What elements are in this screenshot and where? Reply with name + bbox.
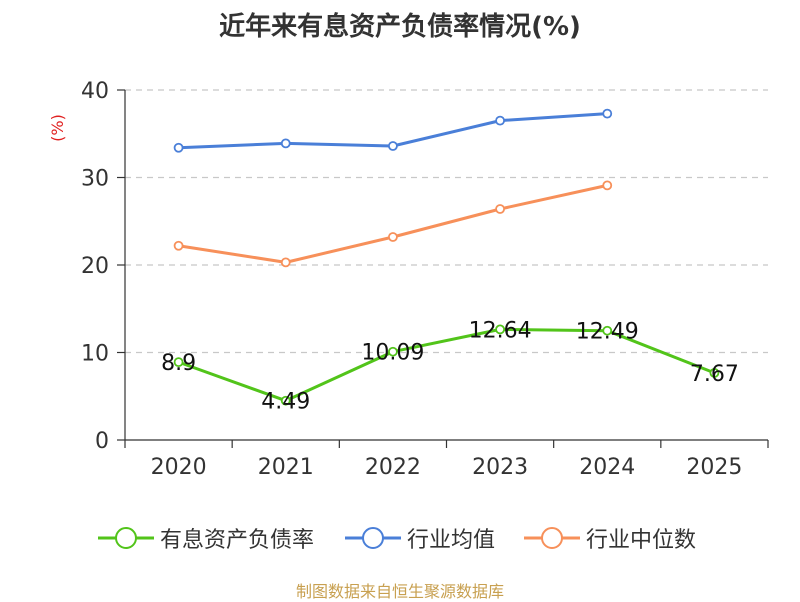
y-axis-unit-label: (%)	[48, 114, 67, 142]
legend-item-interest-bearing-debt-ratio[interactable]: 有息资产负债率	[98, 518, 314, 558]
y-tick-label: 20	[81, 254, 109, 279]
x-tick-label: 2025	[686, 455, 742, 480]
data-point	[602, 325, 613, 336]
legend-line-marker-icon	[524, 527, 580, 549]
data-label: 12.64	[469, 318, 532, 343]
legend-line-marker-icon	[98, 527, 154, 549]
data-point	[173, 240, 184, 251]
legend: 有息资产负债率 行业均值 行业中位数	[0, 518, 800, 558]
data-label: 4.49	[261, 390, 310, 415]
y-tick-label: 40	[81, 79, 109, 104]
data-point	[173, 142, 184, 153]
y-tick-label: 10	[81, 342, 109, 367]
x-tick-label: 2021	[258, 455, 314, 480]
y-tick-label: 30	[81, 167, 109, 192]
data-point	[388, 141, 398, 151]
legend-label: 有息资产负债率	[160, 528, 315, 553]
data-label: 7.67	[690, 362, 739, 387]
data-point	[709, 367, 720, 378]
data-point	[388, 346, 398, 357]
legend-line-marker-icon	[345, 527, 401, 549]
data-point	[388, 232, 398, 242]
legend-label: 行业中位数	[586, 528, 697, 553]
data-point	[280, 257, 291, 268]
chart-title: 近年来有息资产负债率情况(%)	[219, 12, 581, 42]
y-tick-label: 0	[95, 429, 109, 454]
data-label: 8.9	[161, 351, 196, 376]
x-tick-label: 2023	[472, 455, 528, 480]
data-point	[280, 138, 291, 149]
data-point	[602, 108, 613, 119]
data-label: 10.09	[361, 341, 424, 366]
series-line	[178, 327, 715, 403]
legend-item-industry-median[interactable]: 行业中位数	[524, 518, 696, 558]
series-line	[178, 183, 608, 264]
x-tick-label: 2022	[365, 455, 421, 480]
x-tick-label: 2020	[151, 455, 207, 480]
data-point	[495, 115, 505, 126]
source-note: 制图数据来自恒生聚源数据库	[295, 582, 504, 601]
data-label: 12.49	[576, 320, 639, 345]
legend-item-industry-mean[interactable]: 行业均值	[345, 518, 495, 558]
data-point	[280, 395, 291, 406]
x-tick-label: 2024	[579, 455, 635, 480]
data-point	[495, 324, 505, 335]
data-point	[602, 180, 613, 191]
data-point	[495, 204, 505, 214]
legend-label: 行业均值	[407, 528, 496, 553]
data-point	[173, 357, 184, 368]
